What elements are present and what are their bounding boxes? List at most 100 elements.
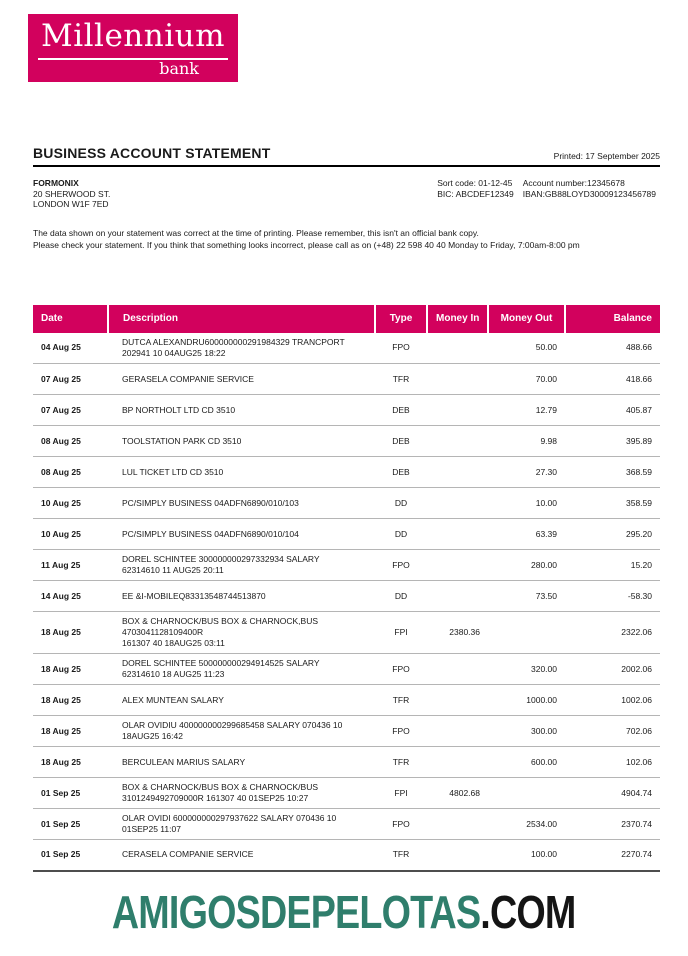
- cell-description: TOOLSTATION PARK CD 3510: [108, 425, 375, 457]
- cell-date: 07 Aug 25: [33, 363, 108, 395]
- cell-money-in: 4802.68: [427, 777, 488, 809]
- cell-date: 18 Aug 25: [33, 746, 108, 778]
- cell-money-out: 27.30: [488, 456, 565, 488]
- cell-date: 01 Sep 25: [33, 808, 108, 840]
- account-details-block: Sort code: 01-12-45 Account number:12345…: [437, 178, 656, 210]
- table-row: 18 Aug 25 OLAR OVIDIU 400000000299685458…: [33, 715, 660, 747]
- cell-date: 10 Aug 25: [33, 518, 108, 550]
- statement-table-body: 04 Aug 25 DUTCA ALEXANDRU600000000291984…: [33, 332, 660, 872]
- table-row: 10 Aug 25 PC/SIMPLY BUSINESS 04ADFN6890/…: [33, 518, 660, 550]
- cell-description: OLAR OVIDI 600000000297937622 SALARY 070…: [108, 808, 375, 840]
- bank-logo-name: Millennium: [40, 18, 226, 54]
- recipient-address-line2: LONDON W1F 7ED: [33, 199, 109, 209]
- header-type: Type: [374, 304, 427, 333]
- cell-money-out: 50.00: [488, 332, 565, 364]
- page-title: BUSINESS ACCOUNT STATEMENT: [33, 145, 271, 161]
- footer-brand-text: AMIGOSDEPELOTAS: [112, 885, 481, 938]
- cell-money-out: 600.00: [488, 746, 565, 778]
- cell-balance: 2270.74: [565, 839, 660, 872]
- cell-description: OLAR OVIDIU 400000000299685458 SALARY 07…: [108, 715, 375, 747]
- table-row: 04 Aug 25 DUTCA ALEXANDRU600000000291984…: [33, 332, 660, 364]
- table-row: 08 Aug 25 LUL TICKET LTD CD 3510 DEB 27.…: [33, 456, 660, 488]
- cell-money-out: 12.79: [488, 394, 565, 426]
- table-row: 18 Aug 25 DOREL SCHINTEE 500000000294914…: [33, 653, 660, 685]
- cell-money-in: 2380.36: [427, 611, 488, 654]
- cell-description: BOX & CHARNOCK/BUS BOX & CHARNOCK/BUS 31…: [108, 777, 375, 809]
- table-row: 01 Sep 25 CERASELA COMPANIE SERVICE TFR …: [33, 839, 660, 872]
- cell-description: DOREL SCHINTEE 500000000294914525 SALARY…: [108, 653, 375, 685]
- table-row: 10 Aug 25 PC/SIMPLY BUSINESS 04ADFN6890/…: [33, 487, 660, 519]
- table-row: 14 Aug 25 EE &I-MOBILEQ83313548744513870…: [33, 580, 660, 612]
- statement-table-header: Date Description Type Money In Money Out…: [33, 304, 660, 333]
- cell-balance: 2002.06: [565, 653, 660, 685]
- sort-code: Sort code: 01-12-45: [437, 178, 513, 188]
- header-money-out: Money Out: [487, 304, 565, 333]
- cell-type: FPO: [375, 332, 427, 364]
- cell-date: 18 Aug 25: [33, 653, 108, 685]
- bank-logo-sub: bank: [159, 59, 199, 78]
- header-description: Description: [107, 304, 375, 333]
- cell-description: LUL TICKET LTD CD 3510: [108, 456, 375, 488]
- cell-money-out: 100.00: [488, 839, 565, 872]
- cell-money-in: [427, 653, 488, 685]
- table-row: 08 Aug 25 TOOLSTATION PARK CD 3510 DEB 9…: [33, 425, 660, 457]
- cell-balance: 295.20: [565, 518, 660, 550]
- cell-money-in: [427, 684, 488, 716]
- header-money-in: Money In: [426, 304, 488, 333]
- cell-balance: 702.06: [565, 715, 660, 747]
- cell-type: TFR: [375, 746, 427, 778]
- cell-money-out: 9.98: [488, 425, 565, 457]
- cell-money-out: 1000.00: [488, 684, 565, 716]
- cell-type: FPI: [375, 611, 427, 654]
- title-row: BUSINESS ACCOUNT STATEMENT Printed: 17 S…: [33, 145, 660, 167]
- cell-money-in: [427, 425, 488, 457]
- bic: BIC: ABCDEF12349: [437, 188, 514, 199]
- cell-date: 14 Aug 25: [33, 580, 108, 612]
- cell-money-out: 300.00: [488, 715, 565, 747]
- recipient-name: FORMONIX: [33, 178, 79, 188]
- cell-description: PC/SIMPLY BUSINESS 04ADFN6890/010/104: [108, 518, 375, 550]
- cell-type: DD: [375, 487, 427, 519]
- recipient-address-line1: 20 SHERWOOD ST.: [33, 188, 111, 199]
- cell-balance: -58.30: [565, 580, 660, 612]
- bank-logo: Millennium bank: [28, 14, 238, 82]
- cell-money-out: 320.00: [488, 653, 565, 685]
- cell-description: GERASELA COMPANIE SERVICE: [108, 363, 375, 395]
- cell-description: DOREL SCHINTEE 300000000297332934 SALARY…: [108, 549, 375, 581]
- cell-date: 18 Aug 25: [33, 684, 108, 716]
- cell-money-out: 73.50: [488, 580, 565, 612]
- recipient-address-block: FORMONIX 20 SHERWOOD ST. LONDON W1F 7ED: [33, 178, 110, 210]
- cell-money-in: [427, 580, 488, 612]
- table-row: 18 Aug 25 BOX & CHARNOCK/BUS BOX & CHARN…: [33, 611, 660, 654]
- account-info-row: FORMONIX 20 SHERWOOD ST. LONDON W1F 7ED …: [33, 178, 656, 210]
- cell-money-in: [427, 839, 488, 872]
- cell-money-out: 280.00: [488, 549, 565, 581]
- footer-suffix-text: .COM: [480, 885, 577, 938]
- cell-money-in: [427, 456, 488, 488]
- cell-money-out: [488, 777, 565, 809]
- account-number: Account number:12345678: [522, 178, 625, 188]
- cell-money-in: [427, 808, 488, 840]
- cell-money-out: 2534.00: [488, 808, 565, 840]
- cell-balance: 102.06: [565, 746, 660, 778]
- cell-balance: 395.89: [565, 425, 660, 457]
- cell-date: 08 Aug 25: [33, 456, 108, 488]
- cell-balance: 2322.06: [565, 611, 660, 654]
- cell-balance: 4904.74: [565, 777, 660, 809]
- cell-money-in: [427, 332, 488, 364]
- cell-balance: 1002.06: [565, 684, 660, 716]
- cell-date: 08 Aug 25: [33, 425, 108, 457]
- cell-money-in: [427, 518, 488, 550]
- notice-line1: The data shown on your statement was cor…: [33, 227, 479, 238]
- cell-balance: 358.59: [565, 487, 660, 519]
- footer: AMIGOSDEPELOTAS.COM: [0, 889, 688, 935]
- cell-description: ALEX MUNTEAN SALARY: [108, 684, 375, 716]
- cell-type: DD: [375, 580, 427, 612]
- header-date: Date: [33, 304, 108, 333]
- footer-watermark: AMIGOSDEPELOTAS.COM: [112, 889, 576, 935]
- cell-type: FPO: [375, 715, 427, 747]
- cell-type: FPO: [375, 808, 427, 840]
- cell-type: DEB: [375, 425, 427, 457]
- cell-date: 01 Sep 25: [33, 839, 108, 872]
